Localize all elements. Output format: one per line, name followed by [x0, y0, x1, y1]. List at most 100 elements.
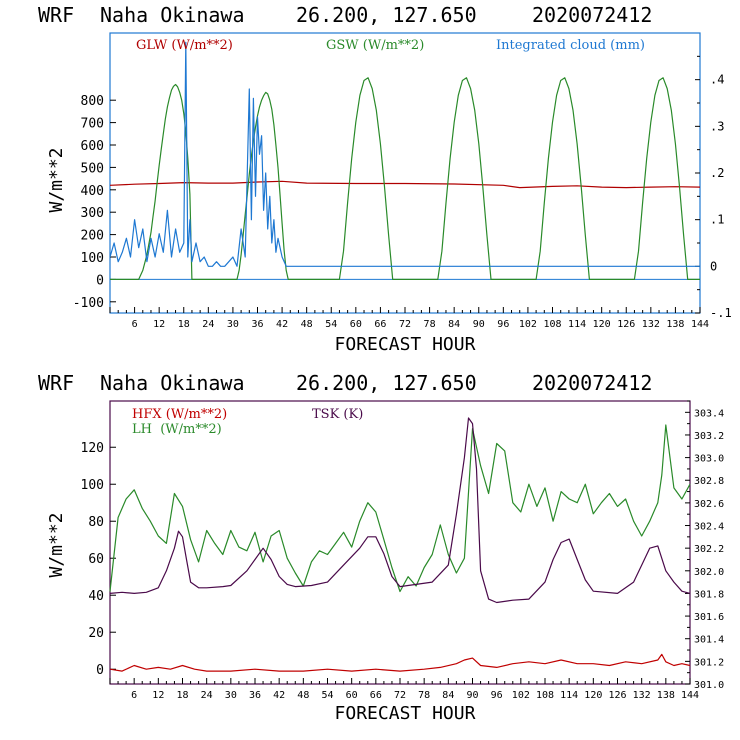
x-tick-label: 48: [301, 319, 313, 330]
bottom-title-model: WRF: [38, 371, 74, 395]
series-line-lh: [109, 424, 691, 593]
bottom-ylabel: W/m**2: [46, 512, 67, 577]
x-tick-label: 60: [346, 690, 358, 701]
y2-tick-label: 303.4: [694, 408, 724, 419]
bottom-x-ticks: 6 12 18 24 30 36 42 48 54 60 66 72 78 84 90 96 102 108 114…: [109, 678, 699, 701]
y-tick-label: 400: [81, 184, 104, 199]
bottom-series: [109, 417, 691, 672]
x-tick-label: 30: [227, 319, 239, 330]
y2-tick-label: 302.8: [694, 476, 724, 487]
x-tick-label: 144: [691, 319, 709, 330]
x-tick-label: 132: [642, 319, 660, 330]
top-y2-ticks: -.1 0 .1 .2 .3 .4: [695, 55, 732, 320]
series-line-glw: [109, 180, 701, 189]
y2-tick-label: 303.0: [694, 454, 724, 465]
y2-tick-label: 302.4: [694, 522, 724, 533]
y2-tick-label: 0: [710, 259, 717, 273]
y-tick-label: 120: [81, 441, 104, 456]
x-tick-label: 24: [201, 690, 213, 701]
x-tick-label: 126: [608, 690, 626, 701]
x-tick-label: 72: [399, 319, 411, 330]
y2-tick-label: -.1: [710, 306, 732, 320]
x-tick-label: 114: [568, 319, 586, 330]
bottom-y2-ticks: 301.0 301.2 301.4 301.6 301.8 302.0 302.2 302.4…: [685, 400, 724, 691]
x-tick-label: 18: [178, 319, 190, 330]
bottom-title-run: 2020072412: [532, 371, 652, 395]
y-tick-label: 60: [88, 552, 104, 567]
x-tick-label: 42: [273, 690, 285, 701]
x-tick-label: 84: [448, 319, 460, 330]
x-tick-label: 120: [584, 690, 602, 701]
x-tick-label: 78: [424, 319, 436, 330]
y-tick-label: 0: [96, 273, 104, 288]
x-tick-label: 108: [543, 319, 561, 330]
x-tick-label: 36: [251, 319, 263, 330]
legend-lh: LH (W/m**2): [132, 422, 222, 437]
x-tick-label: 126: [617, 319, 635, 330]
y-tick-label: 20: [88, 626, 104, 641]
x-tick-label: 96: [497, 319, 509, 330]
bottom-plot-frame: [109, 400, 691, 685]
y-tick-label: 500: [81, 161, 104, 176]
top-title-coords: 26.200, 127.650: [296, 3, 477, 27]
x-tick-label: 138: [666, 319, 684, 330]
x-tick-label: 54: [325, 319, 337, 330]
x-tick-label: 84: [442, 690, 454, 701]
y-tick-label: 40: [88, 589, 104, 604]
x-tick-label: 72: [394, 690, 406, 701]
y2-tick-label: .3: [710, 119, 724, 133]
x-tick-label: 90: [466, 690, 478, 701]
series-line-cloud: [109, 41, 700, 267]
bottom-title-location: Naha Okinawa: [100, 371, 245, 395]
x-tick-label: 90: [473, 319, 485, 330]
y2-tick-label: 303.2: [694, 431, 724, 442]
y2-tick-label: .1: [710, 213, 724, 227]
x-tick-label: 144: [681, 690, 699, 701]
bottom-xlabel: FORECAST HOUR: [335, 703, 476, 724]
x-tick-label: 120: [593, 319, 611, 330]
y2-tick-label: 302.6: [694, 499, 724, 510]
legend-glw: GLW (W/m**2): [136, 38, 233, 53]
top-plot-frame: [109, 32, 701, 314]
x-tick-label: 60: [350, 319, 362, 330]
y-tick-label: 700: [81, 117, 104, 132]
legend-cloud: Integrated cloud (mm): [496, 38, 645, 53]
x-tick-label: 12: [153, 319, 165, 330]
top-title-run: 2020072412: [532, 3, 652, 27]
top-x-ticks: 6 12 18 24 30 36 42 48 54 60 66 72 78 84 90 96 102 108 114…: [109, 307, 709, 330]
y-tick-label: 200: [81, 229, 104, 244]
x-tick-label: 96: [491, 690, 503, 701]
y2-tick-label: 301.6: [694, 612, 724, 623]
bottom-y-ticks: 0 20 40 60 80 100 120: [81, 441, 116, 678]
x-tick-label: 48: [297, 690, 309, 701]
series-line-hfx: [109, 653, 691, 672]
x-tick-label: 138: [657, 690, 675, 701]
top-ylabel: W/m**2: [46, 147, 67, 212]
top-series: [109, 41, 701, 280]
y-tick-label: 300: [81, 206, 104, 221]
x-tick-label: 102: [519, 319, 537, 330]
x-tick-label: 42: [276, 319, 288, 330]
x-tick-label: 54: [321, 690, 333, 701]
x-tick-label: 66: [374, 319, 386, 330]
y2-tick-label: 301.4: [694, 635, 724, 646]
y2-tick-label: 302.0: [694, 567, 724, 578]
y-tick-label: 80: [88, 515, 104, 530]
x-tick-label: 24: [202, 319, 214, 330]
legend-gsw: GSW (W/m**2): [326, 38, 424, 53]
bottom-title-coords: 26.200, 127.650: [296, 371, 477, 395]
x-tick-label: 30: [225, 690, 237, 701]
top-title-model: WRF: [38, 3, 74, 27]
y2-tick-label: 301.0: [694, 680, 724, 691]
x-tick-label: 114: [560, 690, 578, 701]
series-line-gsw: [110, 77, 700, 280]
y-tick-label: -100: [73, 296, 104, 311]
top-xlabel: FORECAST HOUR: [335, 334, 476, 355]
x-tick-label: 78: [418, 690, 430, 701]
y-tick-label: 100: [81, 478, 104, 493]
top-title-location: Naha Okinawa: [100, 3, 245, 27]
y-tick-label: 0: [96, 663, 104, 678]
series-line-tsk: [109, 417, 691, 604]
y-tick-label: 800: [81, 94, 104, 109]
